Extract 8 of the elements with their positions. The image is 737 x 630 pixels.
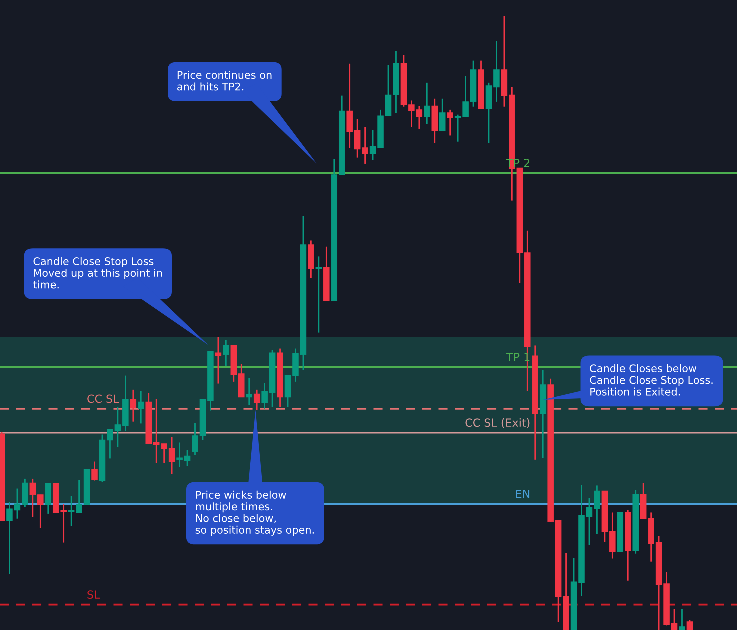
ref-line-label: CC SL (Exit): [466, 418, 530, 428]
ref-line-label: SL: [88, 590, 100, 599]
annotation: Price continues on and hits TP2.: [178, 71, 272, 91]
ref-line-label: EN: [516, 490, 530, 498]
annotation: Candle Close Stop Loss Moved up at this point in time.: [33, 257, 162, 289]
ref-line-label: CC SL: [88, 394, 120, 404]
annotation: Candle Closes below Candle Close Stop Loss. Position is Exited.: [590, 364, 713, 396]
annotation: Price wicks below multiple times. No close below, so position stays open.: [196, 490, 314, 536]
